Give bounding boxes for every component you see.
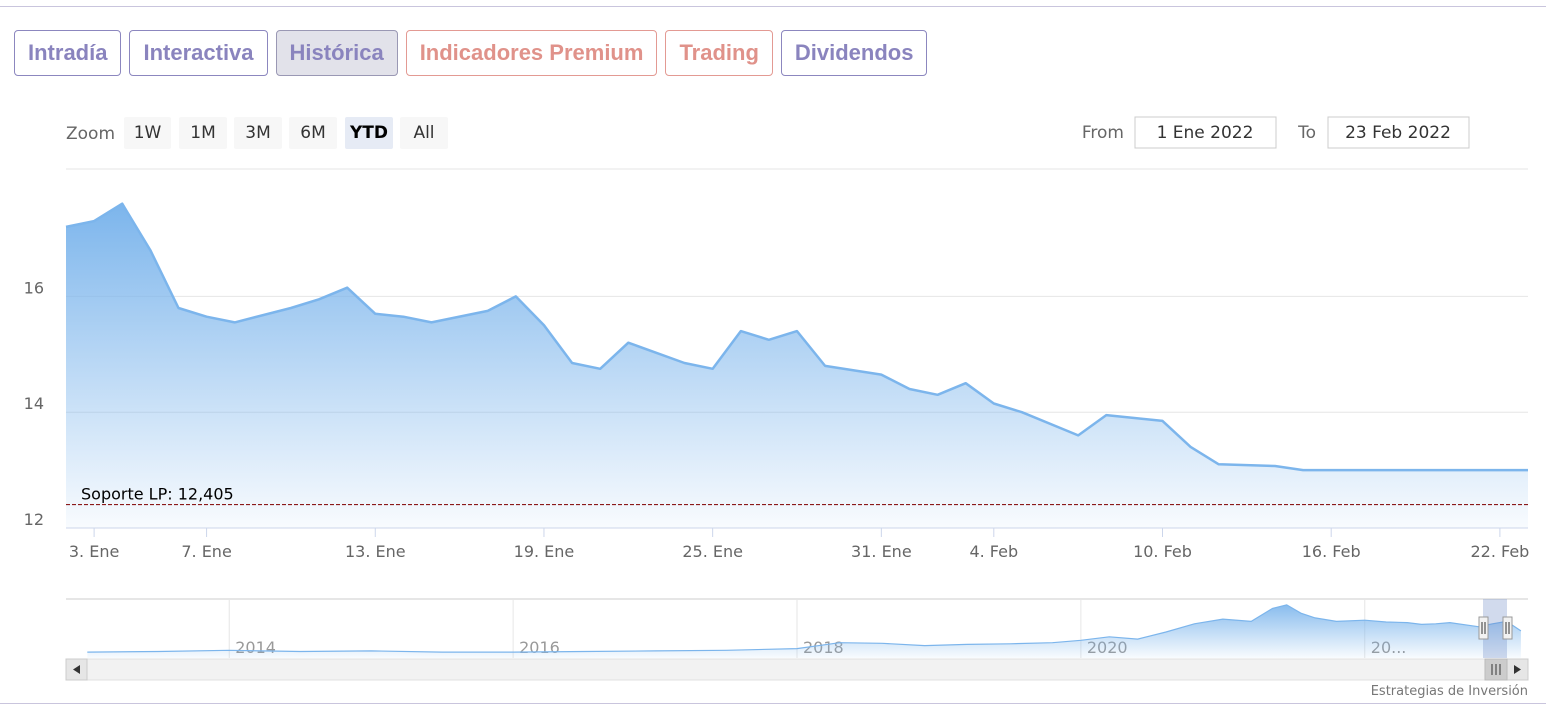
zoom-button-bg bbox=[400, 117, 448, 149]
y-tick-label: 16 bbox=[24, 278, 44, 297]
from-date-value: 1 Ene 2022 bbox=[1157, 123, 1254, 143]
zoom-button-3m[interactable]: 3M bbox=[234, 117, 282, 149]
navigator[interactable]: 201420162018202020... bbox=[65, 598, 1529, 681]
bottom-divider bbox=[0, 703, 1546, 704]
zoom-button-label: YTD bbox=[349, 123, 388, 143]
zoom-buttons: 1W 1M 3M 6M YTD All bbox=[124, 117, 448, 149]
y-axis: 12 14 16 bbox=[24, 278, 44, 529]
zoom-button-bg bbox=[289, 117, 337, 149]
zoom-button-bg bbox=[234, 117, 282, 149]
navigator-handle-left[interactable] bbox=[1478, 616, 1489, 640]
price-line bbox=[65, 202, 1528, 472]
from-date-input[interactable] bbox=[1134, 116, 1277, 149]
tab-intrad-a[interactable]: Intradía bbox=[14, 30, 122, 76]
tab-trading[interactable]: Trading bbox=[665, 30, 773, 76]
x-tick-label: 10. Feb bbox=[1133, 542, 1192, 561]
navigator-scrollbar[interactable] bbox=[65, 658, 1529, 681]
arrow-right-icon bbox=[1514, 665, 1521, 674]
x-tick-label: 25. Ene bbox=[682, 542, 743, 561]
x-tick-label: 4. Feb bbox=[969, 542, 1018, 561]
to-label: To bbox=[1297, 123, 1316, 143]
scrollbar-track bbox=[65, 658, 1529, 681]
x-tick-label: 13. Ene bbox=[345, 542, 406, 561]
zoom-button-label: 3M bbox=[245, 123, 270, 143]
zoom-button-bg bbox=[179, 117, 227, 149]
chart-tabs: Intradía Interactiva Histórica Indicadores … bbox=[14, 30, 928, 76]
y-tick-label: 12 bbox=[24, 510, 44, 529]
zoom-button-label: 6M bbox=[300, 123, 325, 143]
support-line-label: Soporte LP: 12,405 bbox=[81, 485, 234, 504]
navigator-handle-right[interactable] bbox=[1502, 616, 1513, 640]
zoom-button-bg bbox=[345, 117, 393, 149]
x-tick-label: 7. Ene bbox=[181, 542, 231, 561]
zoom-button-label: All bbox=[413, 123, 434, 143]
navigator-line bbox=[87, 604, 1522, 653]
zoom-button-all[interactable]: All bbox=[400, 117, 448, 149]
tab-interactiva[interactable]: Interactiva bbox=[129, 30, 268, 76]
handle-body bbox=[1502, 616, 1513, 640]
to-date-input[interactable] bbox=[1327, 116, 1470, 149]
zoom-button-ytd[interactable]: YTD bbox=[345, 117, 393, 149]
price-area bbox=[66, 203, 1528, 528]
zoom-button-label: 1W bbox=[134, 123, 162, 143]
tab-indicadores-premium[interactable]: Indicadores Premium bbox=[405, 30, 658, 76]
zoom-button-1m[interactable]: 1M bbox=[179, 117, 227, 149]
zoom-button-1w[interactable]: 1W bbox=[124, 117, 171, 149]
x-tick-label: 3. Ene bbox=[69, 542, 119, 561]
x-tick-label: 31. Ene bbox=[851, 542, 912, 561]
tab-hist-rica[interactable]: Histórica bbox=[275, 30, 398, 76]
handle-body bbox=[1478, 616, 1489, 640]
navigator-area bbox=[87, 604, 1521, 658]
x-tick-label: 19. Ene bbox=[514, 542, 575, 561]
x-axis: 3. Ene 7. Ene 13. Ene 19. Ene 25. Ene 31. Ene… bbox=[69, 528, 1529, 561]
tab-dividendos[interactable]: Dividendos bbox=[780, 30, 928, 76]
x-tick-label: 16. Feb bbox=[1302, 542, 1361, 561]
y-tick-label: 14 bbox=[24, 394, 44, 413]
zoom-button-bg bbox=[124, 117, 171, 149]
zoom-label: Zoom bbox=[66, 124, 115, 144]
zoom-button-label: 1M bbox=[190, 123, 215, 143]
x-tick-label: 22. Feb bbox=[1470, 542, 1529, 561]
to-date-value: 23 Feb 2022 bbox=[1345, 123, 1451, 143]
top-divider bbox=[0, 6, 1546, 7]
arrow-left-icon bbox=[73, 665, 80, 674]
support-lines: Soporte LP: 12,405 bbox=[66, 485, 1528, 506]
from-label: From bbox=[1082, 123, 1124, 143]
credit-text: Estrategias de Inversión bbox=[1371, 684, 1528, 699]
zoom-button-6m[interactable]: 6M bbox=[289, 117, 337, 149]
